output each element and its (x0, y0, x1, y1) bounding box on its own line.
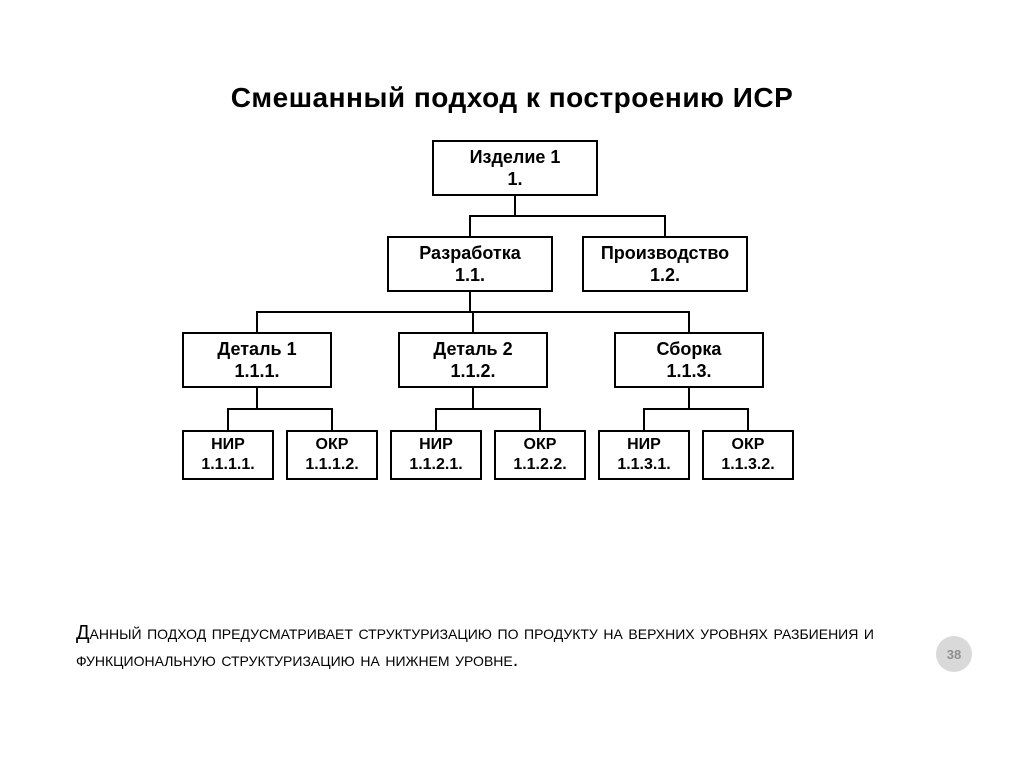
tree-connector (472, 388, 474, 409)
tree-connector (514, 196, 516, 216)
tree-connector (643, 408, 749, 410)
tree-node-label: Деталь 2 (433, 338, 512, 361)
tree-node-label: НИР (627, 435, 661, 455)
tree-node-n1: Изделие 11. (432, 140, 598, 196)
tree-connector (664, 216, 666, 236)
tree-node-code: 1.1. (455, 264, 485, 287)
tree-node-label: ОКР (524, 435, 557, 455)
tree-connector (227, 408, 333, 410)
tree-node-label: Деталь 1 (217, 338, 296, 361)
tree-node-n1111: НИР1.1.1.1. (182, 430, 274, 480)
tree-node-n111: Деталь 11.1.1. (182, 332, 332, 388)
tree-node-n113: Сборка1.1.3. (614, 332, 764, 388)
tree-node-label: Производство (601, 242, 729, 265)
tree-connector (469, 292, 471, 312)
tree-connector (469, 216, 471, 236)
tree-node-label: Разработка (419, 242, 520, 265)
tree-node-n1112: ОКР1.1.1.2. (286, 430, 378, 480)
tree-node-n1132: ОКР1.1.3.2. (702, 430, 794, 480)
tree-connector (472, 312, 474, 332)
tree-node-code: 1.1.1. (234, 360, 279, 383)
page-title: Смешанный подход к построению ИСР (0, 82, 1024, 114)
tree-node-code: 1.1.3.2. (721, 455, 774, 475)
tree-node-code: 1.1.1.1. (201, 455, 254, 475)
tree-node-code: 1.1.2.1. (409, 455, 462, 475)
tree-connector (331, 409, 333, 430)
tree-diagram: Изделие 11. Разработка1.1. Производство1.2… (182, 140, 844, 500)
tree-connector (643, 409, 645, 430)
tree-node-label: НИР (419, 435, 453, 455)
caption-text: Данный подход предусматривает структуриз… (76, 620, 956, 674)
tree-node-label: ОКР (732, 435, 765, 455)
tree-connector (469, 215, 666, 217)
tree-node-n1131: НИР1.1.3.1. (598, 430, 690, 480)
tree-node-code: 1.1.1.2. (305, 455, 358, 475)
tree-node-code: 1.1.3.1. (617, 455, 670, 475)
tree-node-code: 1.1.3. (666, 360, 711, 383)
tree-connector (688, 312, 690, 332)
tree-node-n1121: НИР1.1.2.1. (390, 430, 482, 480)
tree-node-code: 1.2. (650, 264, 680, 287)
tree-connector (256, 312, 258, 332)
tree-connector (747, 409, 749, 430)
tree-connector (688, 388, 690, 409)
tree-connector (539, 409, 541, 430)
tree-node-n1122: ОКР1.1.2.2. (494, 430, 586, 480)
tree-node-n112: Деталь 21.1.2. (398, 332, 548, 388)
tree-node-code: 1.1.2.2. (513, 455, 566, 475)
tree-node-n11: Разработка1.1. (387, 236, 553, 292)
tree-connector (435, 409, 437, 430)
tree-node-code: 1.1.2. (450, 360, 495, 383)
tree-node-label: Сборка (657, 338, 722, 361)
tree-connector (435, 408, 541, 410)
tree-node-label: НИР (211, 435, 245, 455)
tree-node-code: 1. (507, 168, 522, 191)
tree-node-label: ОКР (316, 435, 349, 455)
page-number-badge: 38 (936, 636, 972, 672)
tree-connector (256, 388, 258, 409)
tree-node-label: Изделие 1 (470, 146, 561, 169)
tree-connector (227, 409, 229, 430)
tree-node-n12: Производство1.2. (582, 236, 748, 292)
